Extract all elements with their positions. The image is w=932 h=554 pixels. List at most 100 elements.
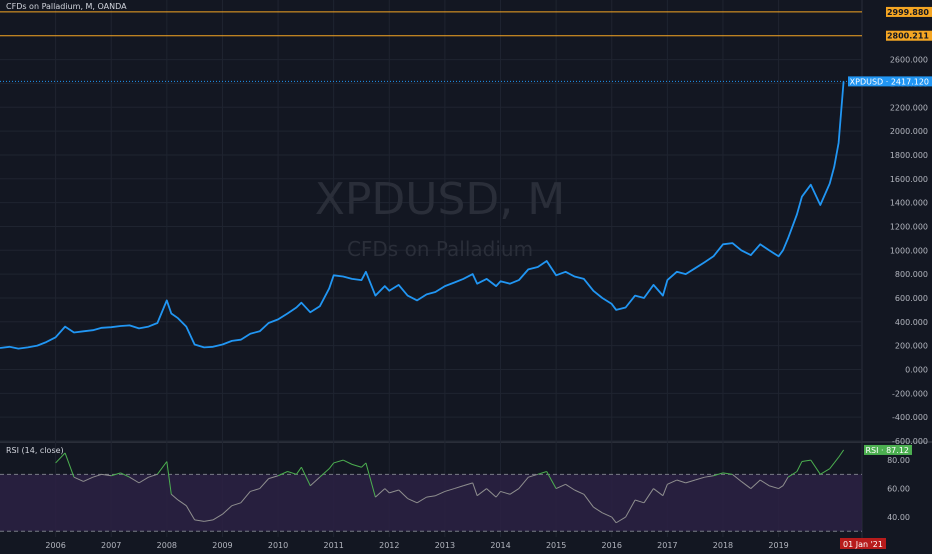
time-tick-label: 2019 — [768, 541, 788, 550]
watermark-description: CFDs on Palladium — [347, 237, 533, 261]
rsi-series-segment — [300, 466, 311, 486]
time-tick-label: 2006 — [45, 541, 65, 550]
rsi-series-segment — [375, 488, 386, 498]
rsi-series-segment — [101, 473, 112, 477]
rsi-series-segment — [713, 472, 724, 477]
rsi-tick-label: 80.00 — [887, 456, 910, 465]
price-tick-label: 2000.000 — [890, 127, 928, 136]
rsi-series-segment — [309, 476, 321, 487]
rsi-series-segment — [741, 481, 752, 489]
rsi-series-segment — [55, 452, 66, 464]
price-tick-label: 600.000 — [895, 294, 928, 303]
rsi-series-segment — [287, 471, 297, 475]
rsi-series-segment — [361, 462, 367, 468]
rsi-series-segment — [194, 519, 205, 522]
rsi-series-segment — [546, 471, 557, 489]
rsi-series-segment — [166, 461, 172, 495]
rsi-series-segment — [148, 473, 158, 478]
rsi-series-segment — [615, 516, 626, 524]
rsi-series-segment — [212, 513, 223, 521]
rsi-series-segment — [810, 459, 821, 475]
rsi-series-segment — [518, 476, 529, 489]
rsi-series-segment — [398, 489, 408, 499]
rsi-series-segment — [643, 488, 654, 504]
rsi-series-segment — [820, 468, 831, 475]
time-tick-label: 2009 — [212, 541, 232, 550]
rsi-series-segment — [662, 484, 668, 496]
rsi-series-segment — [384, 488, 390, 494]
time-tick-label: 2011 — [323, 541, 343, 550]
rsi-series-segment — [204, 519, 214, 522]
level-price-label: 2999.880 — [887, 8, 929, 17]
rsi-series-segment — [778, 485, 784, 489]
level-price-label: 2800.211 — [887, 32, 929, 41]
price-tick-label: 400.000 — [895, 318, 928, 327]
rsi-series-segment — [583, 493, 594, 508]
time-tick-label: 2010 — [268, 541, 288, 550]
rsi-pane-title: RSI (14, close) — [6, 446, 64, 455]
rsi-series-segment — [416, 496, 427, 504]
rsi-series-segment — [444, 488, 455, 492]
rsi-series-segment — [750, 479, 761, 489]
rsi-series-segment — [296, 466, 302, 475]
time-tick-label: 2012 — [379, 541, 399, 550]
rsi-series-segment — [509, 488, 520, 495]
time-tick-label: 2014 — [490, 541, 510, 550]
rsi-series-segment — [268, 475, 279, 480]
rsi-series-segment — [500, 490, 511, 495]
rsi-series-segment — [454, 485, 464, 490]
rsi-series-segment — [365, 462, 376, 498]
price-tick-label: 2200.000 — [890, 103, 928, 112]
time-tick-label: 2008 — [157, 541, 177, 550]
rsi-series-segment — [92, 473, 102, 478]
rsi-series-segment — [351, 463, 362, 468]
rsi-series-segment — [250, 488, 260, 492]
rsi-series-segment — [111, 472, 121, 477]
price-tick-label: 2600.000 — [890, 56, 928, 65]
rsi-series-segment — [801, 459, 811, 463]
rsi-series-segment — [732, 473, 742, 482]
rsi-series-segment — [676, 479, 686, 484]
time-tick-label: 2016 — [602, 541, 622, 550]
last-price-badge — [848, 76, 932, 87]
time-tick-label: 2018 — [713, 541, 733, 550]
rsi-series-segment — [593, 506, 603, 514]
rsi-value-badge — [864, 444, 912, 455]
time-tick-label: 2017 — [657, 541, 677, 550]
price-tick-label: 1200.000 — [890, 222, 928, 231]
price-tick-label: 1400.000 — [890, 199, 928, 208]
date-cursor-badge — [840, 538, 886, 549]
rsi-tick-label: 60.00 — [887, 485, 910, 494]
rsi-series-segment — [634, 499, 645, 504]
rsi-series-segment — [138, 476, 149, 484]
rsi-series-segment — [463, 482, 473, 487]
rsi-series-segment — [555, 483, 566, 490]
rsi-series-segment — [611, 516, 617, 524]
rsi-series-segment — [495, 491, 501, 498]
rsi-series-segment — [695, 476, 705, 481]
chart-title: CFDs on Palladium, M, OANDA — [6, 2, 127, 11]
rsi-series-segment — [838, 449, 845, 458]
rsi-series-segment — [426, 495, 436, 498]
rsi-series-segment — [73, 476, 84, 482]
rsi-series-segment — [602, 512, 612, 518]
rsi-series-segment — [722, 472, 733, 475]
rsi-series-segment — [833, 456, 840, 464]
rsi-series-segment — [486, 488, 497, 498]
rsi-series-segment — [472, 482, 478, 496]
watermark-symbol: XPDUSD, M — [315, 174, 566, 225]
price-tick-label: -200.000 — [892, 389, 928, 398]
rsi-series-segment — [259, 478, 269, 489]
rsi-series-segment — [277, 471, 288, 477]
rsi-value-label: RSI · 87.12 — [865, 446, 909, 455]
price-tick-label: 200.000 — [895, 342, 928, 351]
rsi-series-segment — [64, 452, 75, 478]
price-tick-label: 1600.000 — [890, 175, 928, 184]
rsi-series-segment — [528, 473, 538, 478]
rsi-series-segment — [333, 459, 344, 464]
rsi-series-segment — [240, 491, 251, 504]
level-price-badge — [886, 6, 932, 17]
